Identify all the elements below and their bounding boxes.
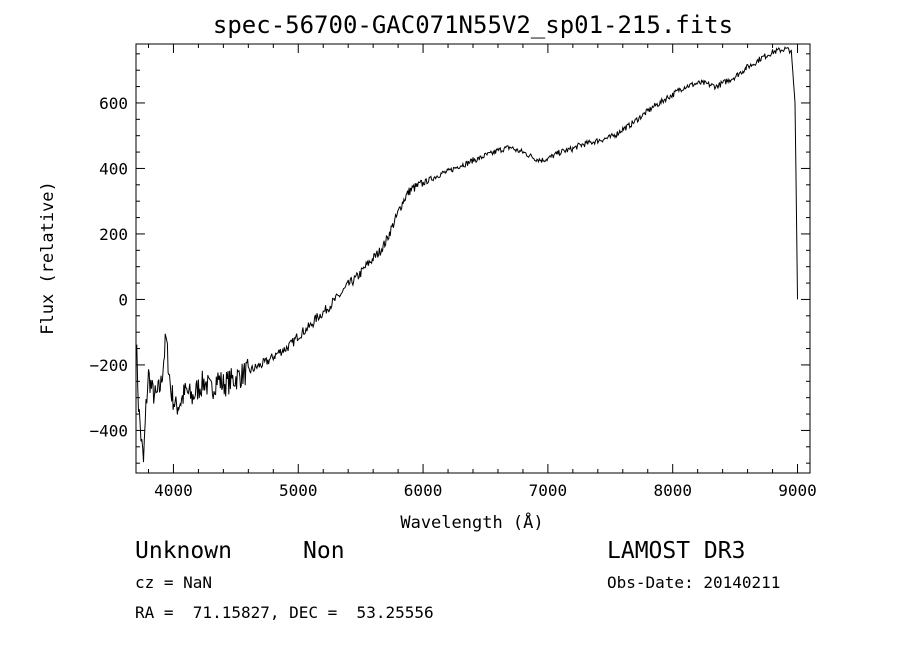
y-tick-label: −400 bbox=[89, 421, 128, 440]
x-tick-label: 6000 bbox=[404, 481, 443, 500]
y-tick-label: 600 bbox=[99, 94, 128, 113]
axis-ticks bbox=[136, 44, 810, 473]
object-class-label: Unknown bbox=[135, 538, 232, 564]
x-tick-labels: 4000 5000 6000 7000 8000 9000 bbox=[154, 481, 817, 500]
y-tick-label: 0 bbox=[118, 290, 128, 309]
x-axis-label: Wavelength (Å) bbox=[400, 511, 543, 533]
x-tick-label: 8000 bbox=[653, 481, 692, 500]
x-tick-label: 4000 bbox=[154, 481, 193, 500]
coordinates-readout: RA = 71.15827, DEC = 53.25556 bbox=[135, 603, 434, 622]
survey-label: LAMOST DR3 bbox=[607, 538, 746, 564]
cz-readout: cz = NaN bbox=[135, 573, 213, 592]
y-tick-labels: −400 −200 0 200 400 600 bbox=[89, 94, 128, 440]
chart-title: spec-56700-GAC071N55V2_sp01-215.fits bbox=[213, 11, 733, 39]
series-line-flux bbox=[135, 46, 798, 463]
y-tick-label: −200 bbox=[89, 356, 128, 375]
object-subclass-label: Non bbox=[303, 538, 345, 564]
x-tick-label: 9000 bbox=[778, 481, 817, 500]
x-tick-label: 7000 bbox=[529, 481, 568, 500]
plot-frame bbox=[135, 43, 811, 474]
x-tick-label: 5000 bbox=[279, 481, 318, 500]
y-axis-label: Flux (relative) bbox=[38, 181, 58, 335]
obs-date-readout: Obs-Date: 20140211 bbox=[607, 573, 781, 592]
y-tick-label: 400 bbox=[99, 159, 128, 178]
y-tick-label: 200 bbox=[99, 225, 128, 244]
